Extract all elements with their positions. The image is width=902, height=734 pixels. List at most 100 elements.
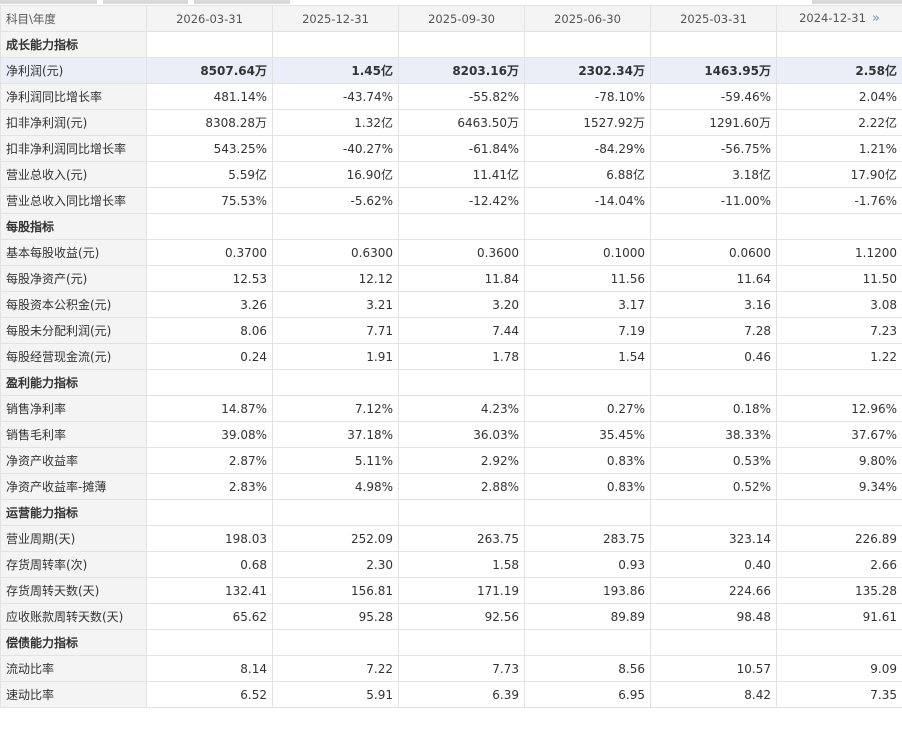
- table-cell: [146, 629, 273, 656]
- table-cell: [398, 213, 525, 240]
- table-row: 净资产收益率-摊薄 2.83% 4.98% 2.88% 0.83% 0.52% 9.34%: [0, 473, 902, 500]
- section-title: 运营能力指标: [0, 499, 147, 526]
- table-cell: 12.53: [146, 265, 273, 292]
- table-cell: 11.56: [524, 265, 651, 292]
- table-cell: -40.27%: [272, 135, 399, 162]
- table-cell: 2.88%: [398, 473, 525, 500]
- table-cell: [524, 31, 651, 58]
- table-cell: 3.08: [776, 291, 902, 318]
- table-row: 扣非净利润同比增长率 543.25% -40.27% -61.84% -84.29% -5…: [0, 135, 902, 162]
- table-cell: -61.84%: [398, 135, 525, 162]
- table-cell: 7.44: [398, 317, 525, 344]
- table-cell: -55.82%: [398, 83, 525, 110]
- table-cell: 156.81: [272, 577, 399, 604]
- table-cell: 89.89: [524, 603, 651, 630]
- table-cell: 12.96%: [776, 395, 902, 422]
- column-header-period: 2025-12-31: [272, 5, 399, 32]
- table-cell: 0.83%: [524, 447, 651, 474]
- table-cell: 543.25%: [146, 135, 273, 162]
- row-label: 净资产收益率: [0, 447, 147, 474]
- table-row: 扣非净利润(元) 8308.28万 1.32亿 6463.50万 1527.92万 129…: [0, 109, 902, 136]
- table-cell: 2.66: [776, 551, 902, 578]
- table-row: 每股未分配利润(元) 8.06 7.71 7.44 7.19 7.28 7.23: [0, 317, 902, 344]
- table-cell: -11.00%: [650, 187, 777, 214]
- table-cell: 0.1000: [524, 239, 651, 266]
- table-cell: 36.03%: [398, 421, 525, 448]
- row-label: 净利润(元): [0, 57, 147, 84]
- table-cell: [776, 213, 902, 240]
- table-cell: 95.28: [272, 603, 399, 630]
- table-cell: 0.3600: [398, 239, 525, 266]
- table-cell: 132.41: [146, 577, 273, 604]
- table-cell: 16.90亿: [272, 161, 399, 188]
- table-cell: -78.10%: [524, 83, 651, 110]
- table-cell: 1463.95万: [650, 57, 777, 84]
- section-header-row: 运营能力指标: [0, 499, 902, 526]
- table-cell: -59.46%: [650, 83, 777, 110]
- table-cell: 7.28: [650, 317, 777, 344]
- table-cell: 0.40: [650, 551, 777, 578]
- section-title: 盈利能力指标: [0, 369, 147, 396]
- table-cell: 7.71: [272, 317, 399, 344]
- table-cell: 0.18%: [650, 395, 777, 422]
- tab-stub[interactable]: [103, 0, 188, 4]
- table-cell: 9.34%: [776, 473, 902, 500]
- section-header-row: 成长能力指标: [0, 31, 902, 58]
- table-row: 净利润(元) 8507.64万 1.45亿 8203.16万 2302.34万 1463.…: [0, 57, 902, 84]
- table-cell: 7.35: [776, 681, 902, 708]
- table-cell: 39.08%: [146, 421, 273, 448]
- table-row: 营业总收入(元) 5.59亿 16.90亿 11.41亿 6.88亿 3.18亿 17.90…: [0, 161, 902, 188]
- table-cell: [650, 31, 777, 58]
- column-header-period-label: 2024-12-31: [799, 11, 866, 25]
- row-label: 速动比率: [0, 681, 147, 708]
- tab-stub[interactable]: [812, 0, 902, 4]
- table-cell: 1291.60万: [650, 109, 777, 136]
- table-cell: [524, 499, 651, 526]
- table-cell: 1.58: [398, 551, 525, 578]
- table-cell: 10.57: [650, 655, 777, 682]
- next-page-icon[interactable]: »: [871, 11, 880, 26]
- table-cell: [524, 369, 651, 396]
- section-title: 成长能力指标: [0, 31, 147, 58]
- table-cell: 0.83%: [524, 473, 651, 500]
- table-cell: 4.98%: [272, 473, 399, 500]
- row-label: 扣非净利润(元): [0, 109, 147, 136]
- table-cell: 17.90亿: [776, 161, 902, 188]
- section-title: 每股指标: [0, 213, 147, 240]
- table-cell: 135.28: [776, 577, 902, 604]
- table-cell: [272, 499, 399, 526]
- row-label: 每股净资产(元): [0, 265, 147, 292]
- table-cell: 1.45亿: [272, 57, 399, 84]
- table-cell: 198.03: [146, 525, 273, 552]
- table-cell: 252.09: [272, 525, 399, 552]
- table-cell: 0.93: [524, 551, 651, 578]
- table-cell: 37.67%: [776, 421, 902, 448]
- tab-stub[interactable]: [0, 0, 97, 4]
- table-cell: 11.64: [650, 265, 777, 292]
- column-header-subject: 科目\年度: [0, 5, 147, 32]
- row-label: 扣非净利润同比增长率: [0, 135, 147, 162]
- table-cell: [398, 31, 525, 58]
- section-title: 偿债能力指标: [0, 629, 147, 656]
- table-cell: [650, 213, 777, 240]
- table-cell: 38.33%: [650, 421, 777, 448]
- section-header-row: 盈利能力指标: [0, 369, 902, 396]
- table-cell: 2.83%: [146, 473, 273, 500]
- table-cell: [776, 499, 902, 526]
- row-label: 销售毛利率: [0, 421, 147, 448]
- table-cell: [146, 213, 273, 240]
- table-cell: 11.41亿: [398, 161, 525, 188]
- table-cell: 3.26: [146, 291, 273, 318]
- tab-stub[interactable]: [194, 0, 290, 4]
- table-cell: 0.46: [650, 343, 777, 370]
- column-header-period: 2025-09-30: [398, 5, 525, 32]
- table-cell: 0.24: [146, 343, 273, 370]
- table-cell: 0.3700: [146, 239, 273, 266]
- table-cell: -43.74%: [272, 83, 399, 110]
- row-label: 流动比率: [0, 655, 147, 682]
- table-cell: 2.87%: [146, 447, 273, 474]
- row-label: 基本每股收益(元): [0, 239, 147, 266]
- table-row: 存货周转率(次) 0.68 2.30 1.58 0.93 0.40 2.66: [0, 551, 902, 578]
- table-cell: 75.53%: [146, 187, 273, 214]
- table-cell: [272, 369, 399, 396]
